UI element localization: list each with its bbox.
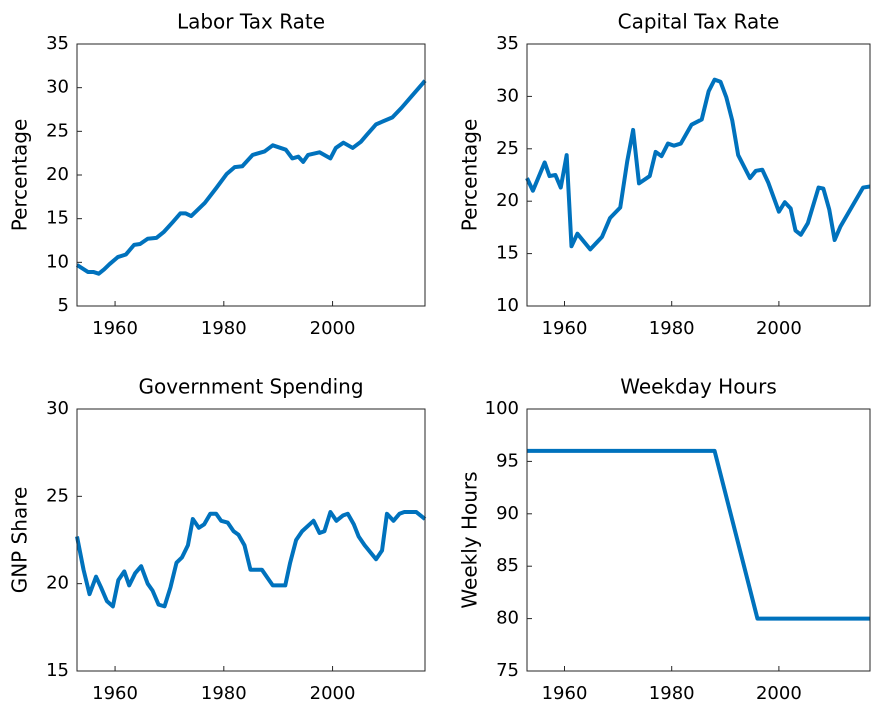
data-line (75, 510, 427, 609)
y-tick-label: 25 (496, 138, 519, 159)
y-axis-label: Percentage (458, 119, 482, 232)
x-tick-label: 1960 (542, 683, 588, 704)
y-axis-label: Weekly Hours (458, 471, 482, 608)
y-tick-label: 85 (496, 555, 519, 576)
axes-box (77, 409, 425, 671)
y-tick-label: 5 (58, 295, 69, 316)
y-tick-label: 95 (496, 450, 519, 471)
x-tick-label: 2000 (310, 683, 356, 704)
y-tick-label: 80 (496, 608, 519, 629)
y-axis-label: Percentage (8, 119, 32, 232)
y-tick-label: 15 (496, 243, 519, 264)
data-line (525, 77, 871, 252)
axes-frame (76, 408, 426, 672)
y-tick-label: 90 (496, 503, 519, 524)
y-tick-label: 35 (46, 33, 69, 54)
y-tick-label: 10 (46, 251, 69, 272)
x-tick-label: 2000 (756, 683, 802, 704)
y-tick-label: 20 (496, 190, 519, 211)
y-tick-label: 20 (46, 573, 69, 594)
y-tick-label: 30 (496, 85, 519, 106)
y-tick-label: 75 (496, 660, 519, 681)
y-tick-label: 25 (46, 485, 69, 506)
x-tick-label: 1980 (201, 683, 247, 704)
y-tick-label: 30 (46, 398, 69, 419)
chart-title: Weekday Hours (620, 375, 777, 399)
x-tick-label: 1980 (649, 683, 695, 704)
y-tick-label: 30 (46, 77, 69, 98)
y-tick-label: 10 (496, 295, 519, 316)
y-tick-label: 20 (46, 164, 69, 185)
x-tick-label: 1960 (92, 683, 138, 704)
data-line (527, 448, 870, 621)
y-tick-label: 15 (46, 208, 69, 229)
y-tick-label: 15 (46, 660, 69, 681)
y-tick-label: 100 (485, 398, 519, 419)
axes-frame (526, 43, 871, 307)
y-tick-label: 25 (46, 120, 69, 141)
data-line (75, 79, 427, 276)
chart-title: Capital Tax Rate (618, 10, 780, 34)
axes-frame (76, 43, 426, 307)
x-tick-label: 1980 (201, 318, 247, 339)
axes-box (527, 409, 870, 671)
x-tick-label: 2000 (310, 318, 356, 339)
x-tick-label: 1960 (542, 318, 588, 339)
chart-title: Labor Tax Rate (177, 10, 325, 34)
x-tick-label: 2000 (756, 318, 802, 339)
axes-box (77, 44, 425, 306)
axes-frame (526, 408, 871, 672)
y-tick-label: 35 (496, 33, 519, 54)
y-axis-label: GNP Share (8, 487, 32, 594)
x-tick-label: 1980 (649, 318, 695, 339)
axes-box (527, 44, 870, 306)
chart-title: Government Spending (138, 375, 363, 399)
x-tick-label: 1960 (92, 318, 138, 339)
